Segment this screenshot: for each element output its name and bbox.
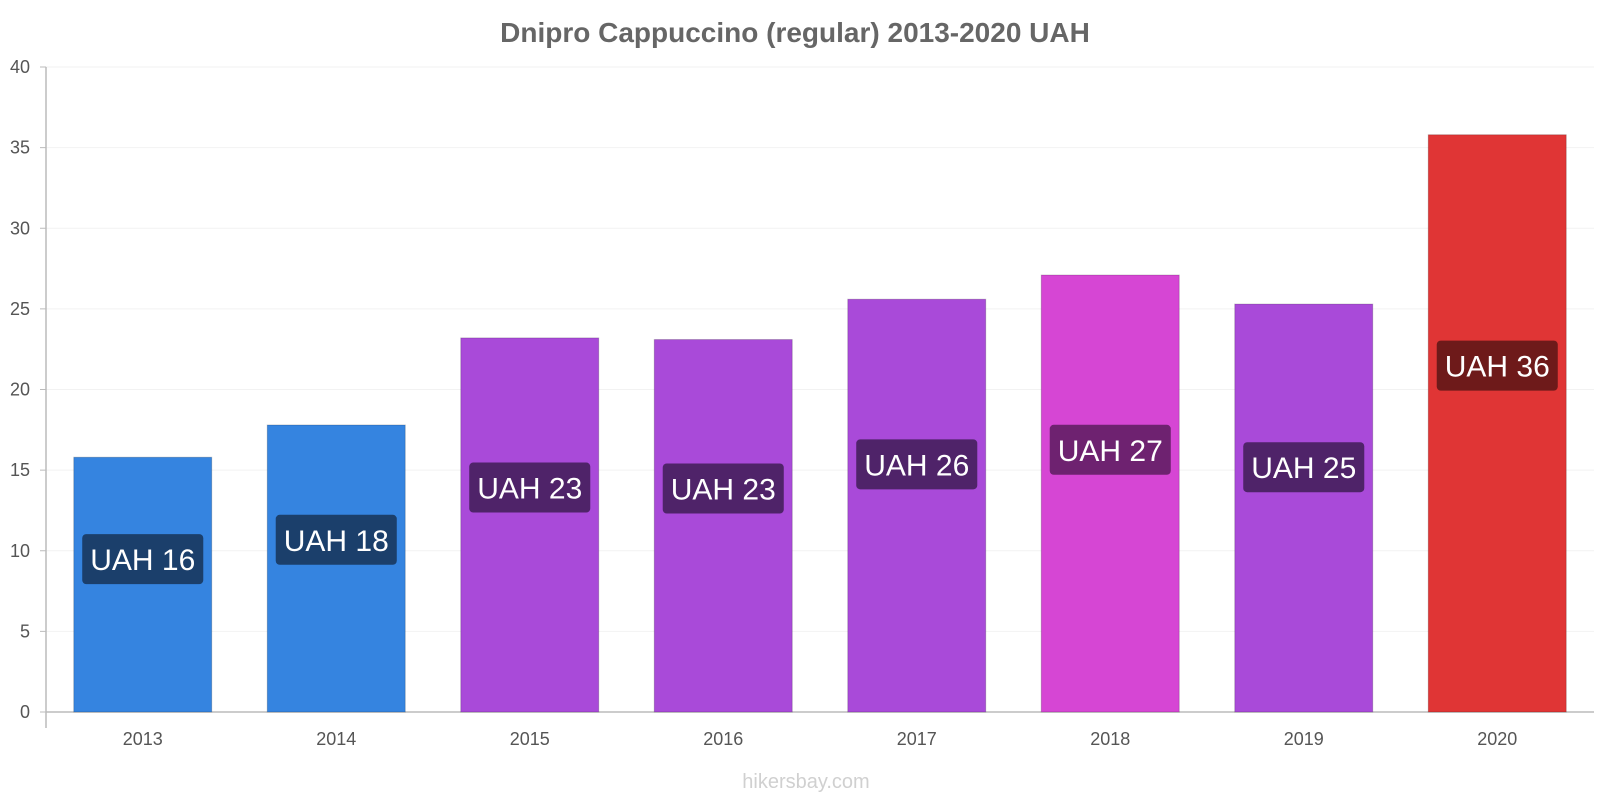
- data-label-bg: [82, 534, 204, 585]
- y-tick-label: 40: [10, 57, 30, 77]
- data-label-bg: [469, 462, 591, 513]
- bar-2018: [1040, 274, 1180, 713]
- bar-2015: [460, 337, 600, 713]
- data-label-text: UAH 36: [1445, 351, 1550, 384]
- data-label-bg: [1049, 424, 1171, 475]
- data-label-bg: [275, 514, 397, 565]
- x-tick-label: 2013: [123, 729, 163, 749]
- data-label-2019: UAH 25: [1243, 442, 1365, 493]
- bar-2017: [847, 298, 987, 713]
- x-tick-label: 2015: [510, 729, 550, 749]
- x-tick-label: 2014: [316, 729, 356, 749]
- x-tick-label: 2018: [1090, 729, 1130, 749]
- bar-2013: [73, 456, 213, 713]
- data-label-text: UAH 18: [284, 525, 389, 558]
- data-label-2014: UAH 18: [275, 514, 397, 565]
- data-label-bg: [662, 463, 784, 514]
- x-tick-label: 2019: [1284, 729, 1324, 749]
- y-tick-label: 10: [10, 541, 30, 561]
- data-label-2017: UAH 26: [856, 439, 978, 490]
- y-tick-label: 20: [10, 380, 30, 400]
- y-tick-label: 30: [10, 218, 30, 238]
- data-label-text: UAH 23: [671, 474, 776, 507]
- bars: [73, 134, 1567, 713]
- data-label-bg: [856, 439, 978, 490]
- watermark: hikersbay.com: [742, 771, 869, 793]
- data-label-2013: UAH 16: [82, 534, 204, 585]
- y-tick-label: 15: [10, 460, 30, 480]
- bar-2016: [653, 339, 793, 713]
- bar-2014: [266, 424, 406, 713]
- x-tick-label: 2017: [897, 729, 937, 749]
- y-tick-label: 5: [20, 621, 30, 641]
- y-tick-label: 0: [20, 702, 30, 722]
- data-label-2016: UAH 23: [662, 463, 784, 514]
- data-label-2020: UAH 36: [1436, 340, 1558, 391]
- data-label-text: UAH 27: [1058, 435, 1163, 468]
- data-label-text: UAH 16: [90, 544, 195, 577]
- chart-title: Dnipro Cappuccino (regular) 2013-2020 UA…: [500, 17, 1090, 48]
- bar-2020: [1427, 134, 1567, 713]
- y-tick-label: 25: [10, 299, 30, 319]
- y-tick-label: 35: [10, 138, 30, 158]
- data-label-2018: UAH 27: [1049, 424, 1171, 475]
- data-label-bg: [1243, 442, 1365, 493]
- data-label-text: UAH 23: [477, 473, 582, 506]
- bar-2019: [1234, 303, 1374, 713]
- x-tick-label: 2020: [1477, 729, 1517, 749]
- data-label-bg: [1436, 340, 1558, 391]
- data-label-text: UAH 26: [864, 449, 969, 482]
- data-labels: UAH 16 UAH 18 UAH 23 UAH 23 UAH 26 UAH 27 UAH …: [82, 340, 1558, 585]
- data-label-text: UAH 25: [1251, 452, 1356, 485]
- data-label-2015: UAH 23: [469, 462, 591, 513]
- x-tick-label: 2016: [703, 729, 743, 749]
